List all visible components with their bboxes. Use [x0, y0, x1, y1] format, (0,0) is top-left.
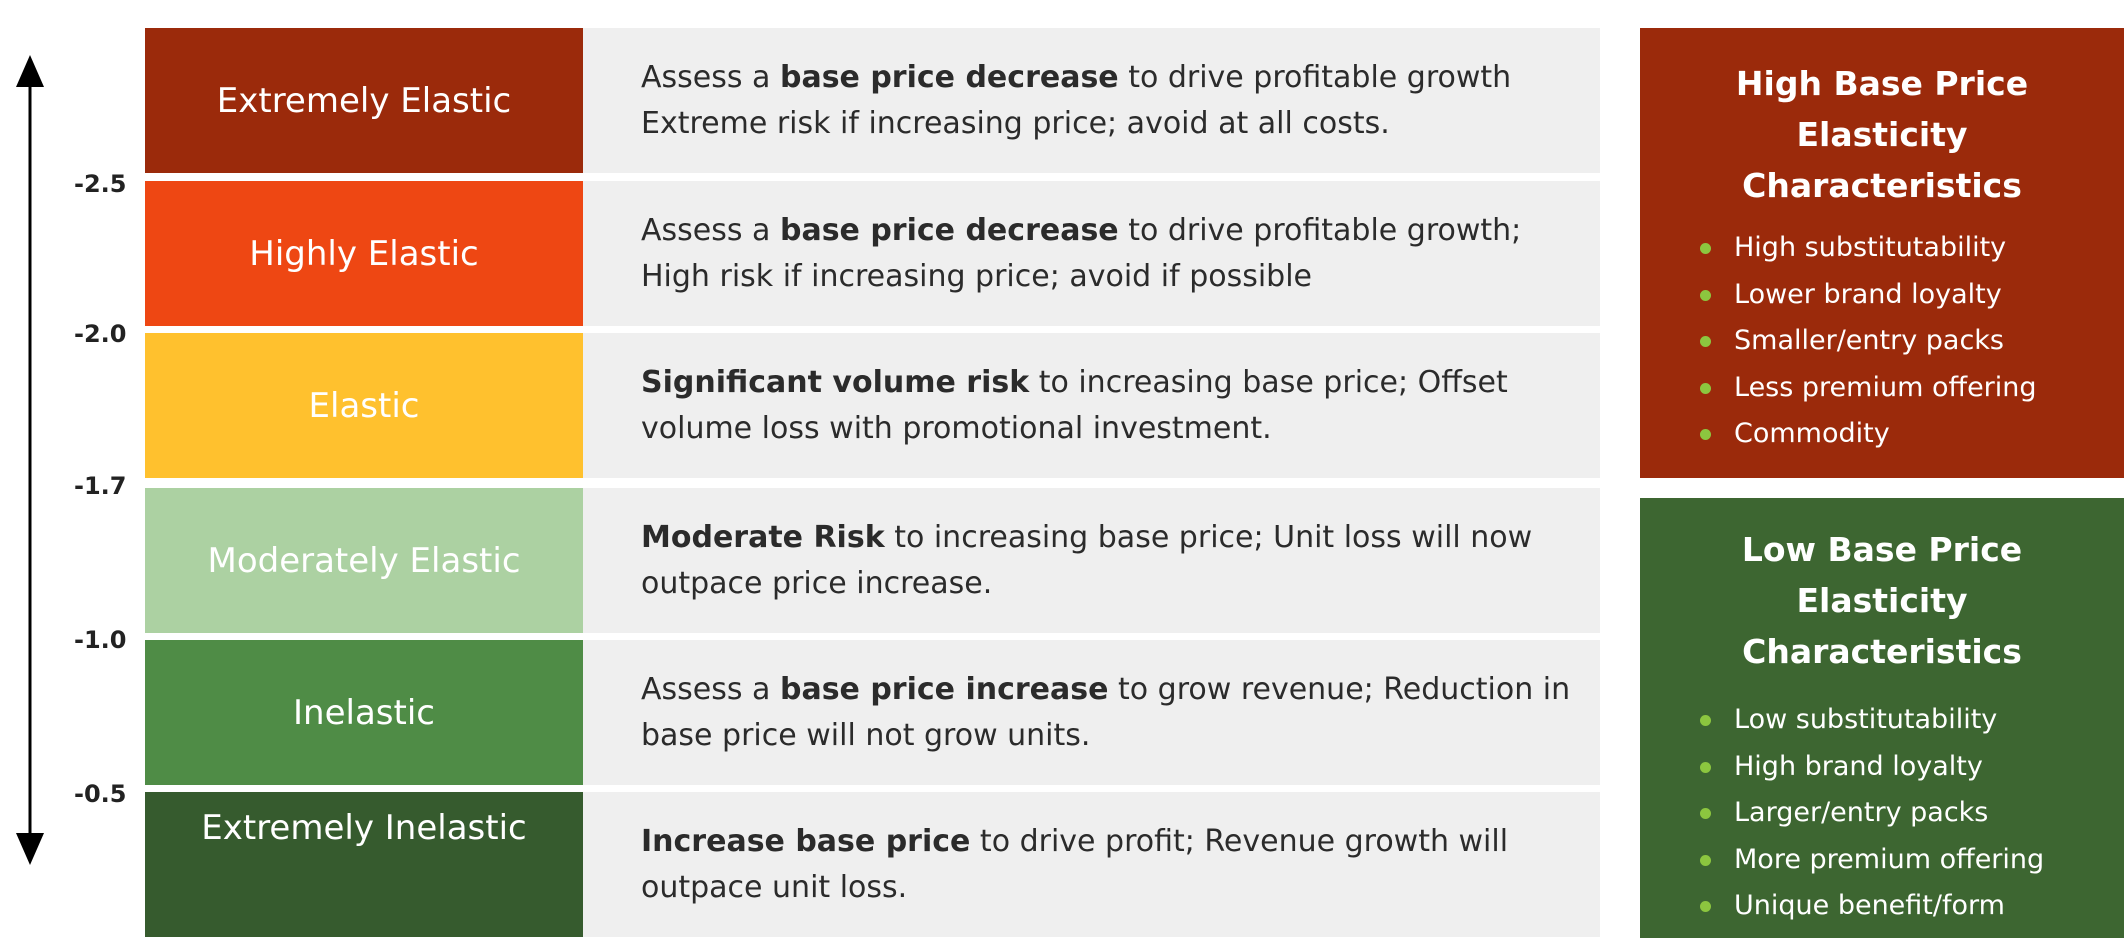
- elasticity-row-inelastic: Inelastic Assess a base price increase t…: [145, 640, 1600, 785]
- list-item: High brand loyalty: [1700, 744, 2104, 791]
- axis-tick-label: -1.0: [74, 626, 127, 654]
- elasticity-row-moderately-elastic: Moderately Elastic Moderate Risk to incr…: [145, 488, 1600, 633]
- elasticity-description: Increase base price to drive profit; Rev…: [583, 792, 1600, 937]
- bullet-icon: [1700, 715, 1711, 726]
- bullet-icon: [1700, 243, 1711, 254]
- elasticity-row-extremely-elastic: Extremely Elastic Assess a base price de…: [145, 28, 1600, 173]
- elasticity-description: Assess a base price increase to grow rev…: [583, 640, 1600, 785]
- list-item: Commodity: [1700, 411, 2104, 458]
- elasticity-category-label: Inelastic: [145, 640, 583, 785]
- description-line: outpace price increase.: [641, 565, 993, 601]
- list-item: Unique benefit/form: [1700, 883, 2104, 930]
- elasticity-category-label: Extremely Elastic: [145, 28, 583, 173]
- elasticity-description: Moderate Risk to increasing base price; …: [583, 488, 1600, 633]
- list-item: Larger/entry packs: [1700, 790, 2104, 837]
- description-line: Assess a base price decrease to drive pr…: [641, 59, 1512, 95]
- description-line: High risk if increasing price; avoid if …: [641, 258, 1313, 294]
- description-line: base price will not grow units.: [641, 717, 1091, 753]
- elasticity-category-label: Extremely Inelastic: [145, 792, 583, 937]
- panel-title: High Base Price Elasticity Characteristi…: [1735, 64, 2029, 205]
- elasticity-row-highly-elastic: Highly Elastic Assess a base price decre…: [145, 181, 1600, 326]
- elasticity-category-label: Highly Elastic: [145, 181, 583, 326]
- bullet-icon: [1700, 382, 1711, 394]
- description-line: outpace unit loss.: [641, 869, 908, 905]
- description-line: Significant volume risk to increasing ba…: [641, 364, 1508, 400]
- low-elasticity-panel: Low Base Price Elasticity Characteristic…: [1640, 498, 2124, 938]
- description-line: Extreme risk if increasing price; avoid …: [641, 105, 1390, 141]
- elasticity-description: Assess a base price decrease to drive pr…: [583, 28, 1600, 173]
- elasticity-description: Assess a base price decrease to drive pr…: [583, 181, 1600, 326]
- bullet-icon: [1700, 761, 1711, 773]
- characteristics-list: High substitutability Lower brand loyalt…: [1660, 225, 2104, 458]
- elasticity-row-extremely-inelastic: Extremely Inelastic Increase base price …: [145, 792, 1600, 937]
- axis-tick-label: -0.5: [74, 780, 127, 808]
- list-item: Smaller/entry packs: [1700, 318, 2104, 365]
- elasticity-category-label: Elastic: [145, 333, 583, 478]
- elasticity-scale-arrow: [16, 55, 44, 865]
- description-line: volume loss with promotional investment.: [641, 410, 1272, 446]
- elasticity-row-elastic: Elastic Significant volume risk to incre…: [145, 333, 1600, 478]
- bullet-icon: [1700, 336, 1711, 347]
- bullet-icon: [1700, 429, 1711, 440]
- description-line: Assess a base price decrease to drive pr…: [641, 212, 1522, 248]
- list-item: High substitutability: [1700, 225, 2104, 272]
- axis-tick-label: -2.0: [74, 320, 127, 348]
- bullet-icon: [1700, 808, 1711, 819]
- description-line: Moderate Risk to increasing base price; …: [641, 519, 1533, 555]
- bullet-icon: [1700, 901, 1711, 912]
- description-line: Assess a base price increase to grow rev…: [641, 671, 1571, 707]
- panel-title: Low Base Price Elasticity Characteristic…: [1741, 530, 2023, 671]
- elasticity-category-label: Moderately Elastic: [145, 488, 583, 633]
- bullet-icon: [1700, 854, 1711, 866]
- axis-tick-label: -1.7: [74, 472, 127, 500]
- elasticity-description: Significant volume risk to increasing ba…: [583, 333, 1600, 478]
- axis-tick-label: -2.5: [74, 170, 127, 198]
- list-item: Less premium offering: [1700, 365, 2104, 412]
- bullet-icon: [1700, 289, 1711, 301]
- list-item: More premium offering: [1700, 837, 2104, 884]
- list-item: Lower brand loyalty: [1700, 272, 2104, 319]
- high-elasticity-panel: High Base Price Elasticity Characteristi…: [1640, 28, 2124, 478]
- characteristics-list: Low substitutability High brand loyalty …: [1660, 697, 2104, 930]
- list-item: Low substitutability: [1700, 697, 2104, 744]
- description-line: Increase base price to drive profit; Rev…: [641, 823, 1509, 859]
